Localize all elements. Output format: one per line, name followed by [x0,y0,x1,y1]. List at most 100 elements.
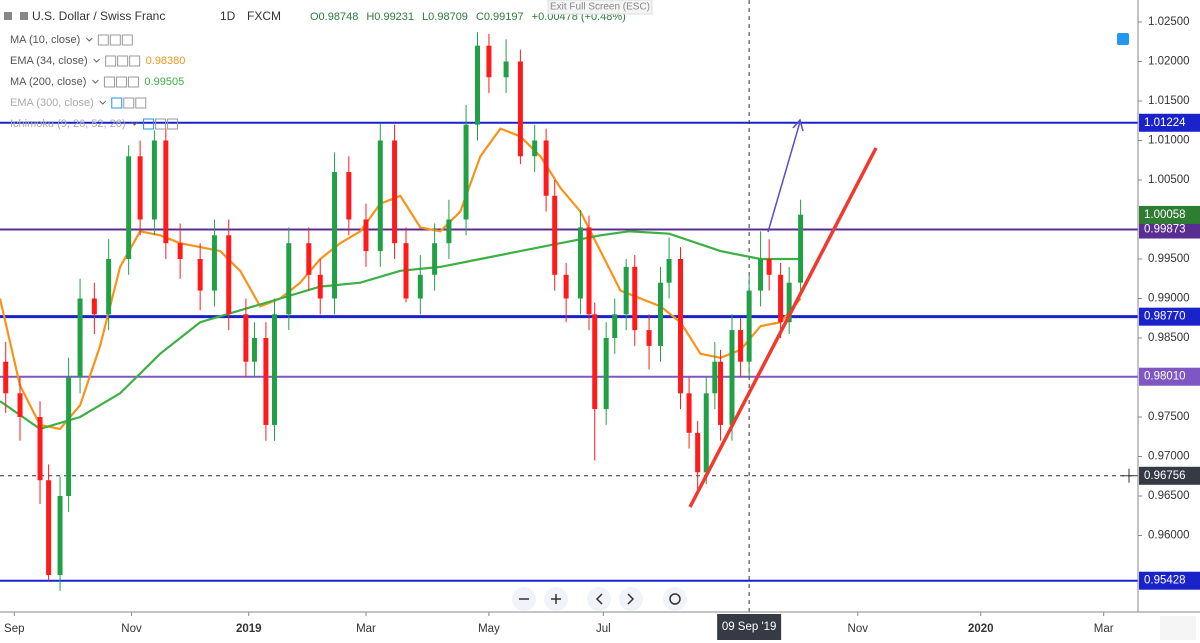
candle-body [197,258,203,291]
axes: 1.02500 1.02000 1.01500 1.01000 1.00500 0.995… [4,16,1200,640]
indicator-button[interactable] [143,118,155,130]
indicator-value: 0.98380 [146,55,186,67]
indicator-button[interactable] [97,34,109,46]
candle-body [592,314,598,410]
candle-body [786,282,792,323]
trend-line [688,147,878,508]
reset-icon [669,593,681,605]
candle-body [532,140,538,157]
candle-body [286,243,292,315]
indicator-button[interactable] [115,76,127,88]
candle-body [211,235,217,291]
candle-body [646,330,652,346]
indicator-line [0,230,801,431]
candle-body [718,361,724,425]
indicator-button[interactable] [111,97,123,109]
collapse-icon[interactable] [4,12,12,20]
scroll-left-button[interactable] [587,587,611,611]
candle-body [666,258,672,283]
symbol-icon[interactable] [20,12,28,20]
indicator-button[interactable] [105,55,117,67]
indicator-button[interactable] [155,118,167,130]
level-label-box [1139,220,1200,239]
indicator-button[interactable] [135,97,147,109]
header: U.S. Dollar / Swiss Franc 1D FXCM O0.987… [4,0,1129,45]
indicator-name: EMA (34, close) [10,55,88,67]
candle-body [377,140,383,252]
candle-body [91,298,97,315]
ohlc-value: O0.98748 [310,11,358,23]
candle-body [37,417,43,481]
candle-body [57,496,63,576]
indicator-chevron [85,37,93,42]
indicator-button[interactable] [109,34,121,46]
interval: 1D [220,9,236,23]
indicator-button[interactable] [129,55,141,67]
candle-body [126,156,132,259]
x-tick-label: Mar [1094,623,1114,635]
scroll-right-button[interactable] [619,587,643,611]
candle-body [577,227,583,299]
scroll-right-icon [627,593,635,605]
candle-body [729,330,735,425]
scale-button[interactable] [1117,33,1129,45]
candle-body [703,393,709,473]
indicator-button[interactable] [103,76,115,88]
y-tick-label: 1.00500 [1148,174,1190,186]
last-price-box [1139,205,1200,224]
scroll-left-icon [595,593,603,605]
candle-body [271,314,277,425]
indicator-button[interactable] [167,118,179,130]
indicator-button[interactable] [121,34,133,46]
candle-body [678,258,684,394]
crosshair-x-label: 09 Sep '19 [722,621,777,633]
x-tick-label: Nov [848,623,869,635]
crosshair-y-box [1139,466,1200,485]
indicator-button[interactable] [127,76,139,88]
y-tick-label: 0.97500 [1148,411,1190,423]
candle-body [632,266,638,331]
candle-body [263,337,269,425]
candle-body [586,227,592,315]
indicator-chevron [131,121,138,126]
candle-body [17,393,23,418]
indicator-button[interactable] [117,55,129,67]
candle-body [332,172,338,299]
candle-body [392,140,398,244]
candle-body [317,274,323,299]
x-tick-label: Nov [121,623,142,635]
candle-body [243,314,249,362]
arrow-line [767,121,801,233]
candle-body [603,337,609,410]
arrow-head [792,118,804,132]
indicator-name: EMA (300, close) [10,97,94,109]
candle-body [798,214,804,283]
indicator-legend: MA (10, close) EMA (34, close) 0.98380 MA (… [10,34,185,130]
exit-button[interactable] [547,0,653,15]
y-tick-label: 0.99500 [1148,253,1190,265]
candle-body [46,480,52,576]
indicator-chevron [92,79,99,84]
candle-body [486,45,492,78]
candle-body [403,243,409,299]
candle-body [563,274,569,299]
indicator-button[interactable] [123,97,135,109]
y-tick-label: 0.99000 [1148,293,1190,305]
candle-body [251,337,257,362]
y-tick-label: 0.96000 [1148,530,1190,542]
settings-button[interactable] [1160,616,1196,640]
candle-body [226,235,232,315]
level-label: 0.98010 [1144,371,1186,383]
plot-area [0,0,1138,612]
indicator-name: Ichimoku (9, 26, 52, 26) [10,118,126,130]
indicator-name: MA (200, close) [10,76,86,88]
exit-text[interactable]: Exit Full Screen (ESC) [550,2,650,13]
level-label-box [1139,307,1200,326]
x-tick-label: Jul [596,623,611,635]
candle-body [778,274,784,323]
zoom-in-icon [551,594,561,604]
reset-button[interactable] [663,587,687,611]
candle-body [612,314,618,338]
